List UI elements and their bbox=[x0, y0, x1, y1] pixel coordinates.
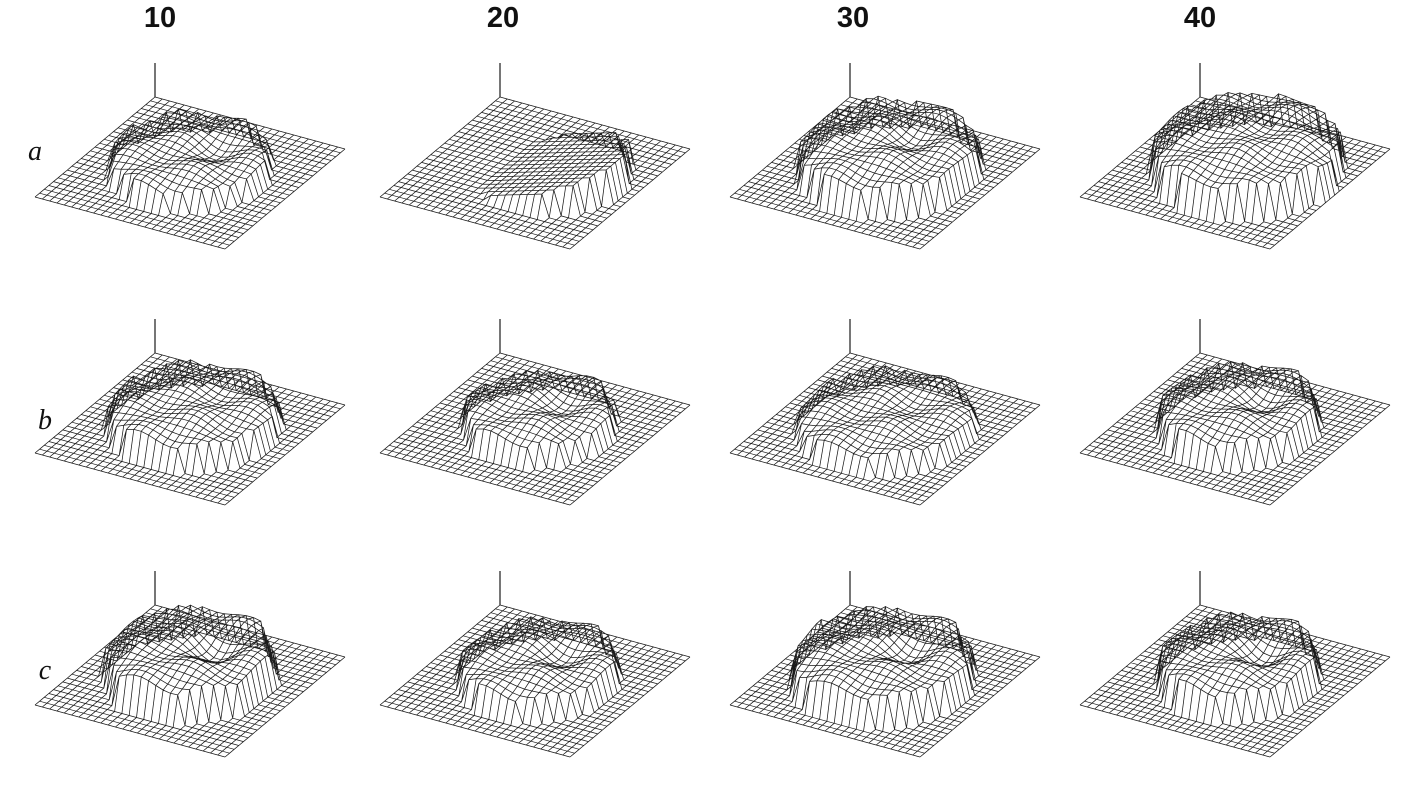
surface-plot-c-20 bbox=[379, 571, 691, 758]
surface-plot-a-20 bbox=[379, 63, 691, 250]
column-header-3: 30 bbox=[836, 2, 870, 34]
wireframe-mesh bbox=[729, 604, 1041, 758]
surface-plot-c-10 bbox=[34, 571, 346, 758]
surface-plot-a-40 bbox=[1079, 63, 1391, 250]
surface-plot-c-30 bbox=[729, 571, 1041, 758]
wireframe-mesh bbox=[34, 604, 346, 758]
wireframe-mesh bbox=[1079, 91, 1391, 250]
surface-plot-a-30 bbox=[729, 63, 1041, 250]
surface-plot-b-20 bbox=[379, 319, 691, 506]
wireframe-mesh bbox=[379, 352, 691, 506]
column-header-1: 10 bbox=[143, 2, 177, 34]
wireframe-mesh bbox=[379, 96, 691, 250]
row-label-c: c bbox=[38, 655, 52, 686]
wireframe-mesh bbox=[729, 352, 1041, 506]
wireframe-mesh bbox=[1079, 604, 1391, 758]
surface-plot-b-10 bbox=[34, 319, 346, 506]
wireframe-mesh bbox=[34, 352, 346, 506]
column-header-4: 40 bbox=[1183, 2, 1217, 34]
surface-plot-b-30 bbox=[729, 319, 1041, 506]
surface-plot-c-40 bbox=[1079, 571, 1391, 758]
surface-plot-a-10 bbox=[34, 63, 346, 250]
wireframe-mesh bbox=[34, 96, 346, 250]
row-label-b: b bbox=[38, 405, 52, 436]
column-header-2: 20 bbox=[486, 2, 520, 34]
surface-plot-b-40 bbox=[1079, 319, 1391, 506]
wireframe-mesh bbox=[1079, 352, 1391, 506]
wireframe-mesh bbox=[729, 95, 1041, 250]
row-label-a: a bbox=[28, 136, 42, 167]
wireframe-mesh bbox=[379, 604, 691, 758]
